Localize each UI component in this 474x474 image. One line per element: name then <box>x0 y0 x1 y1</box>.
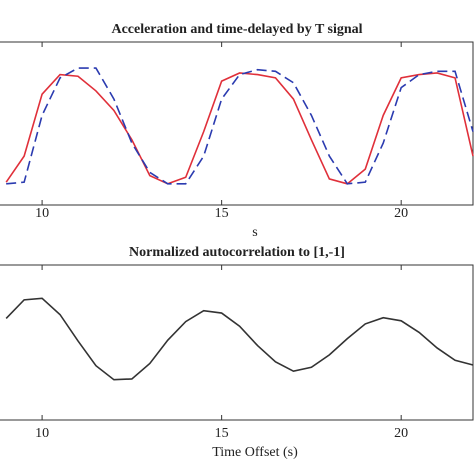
x-tick-label: 15 <box>215 426 229 441</box>
x-axis-label: Time Offset (s) <box>212 445 298 460</box>
x-axis-label: s <box>252 225 257 240</box>
x-tick-label: 10 <box>35 206 49 221</box>
chart-title: Normalized autocorrelation to [1,-1] <box>129 245 345 260</box>
series-line <box>5 297 474 381</box>
x-tick-label: 20 <box>394 206 408 221</box>
plot-area <box>0 264 474 421</box>
plot-area <box>0 41 474 206</box>
x-tick-label: 20 <box>394 426 408 441</box>
chart-title: Acceleration and time-delayed by T signa… <box>111 22 362 37</box>
x-tick-label: 10 <box>35 426 49 441</box>
x-tick-label: 15 <box>215 206 229 221</box>
series-line <box>5 72 474 185</box>
series-line <box>6 67 474 185</box>
